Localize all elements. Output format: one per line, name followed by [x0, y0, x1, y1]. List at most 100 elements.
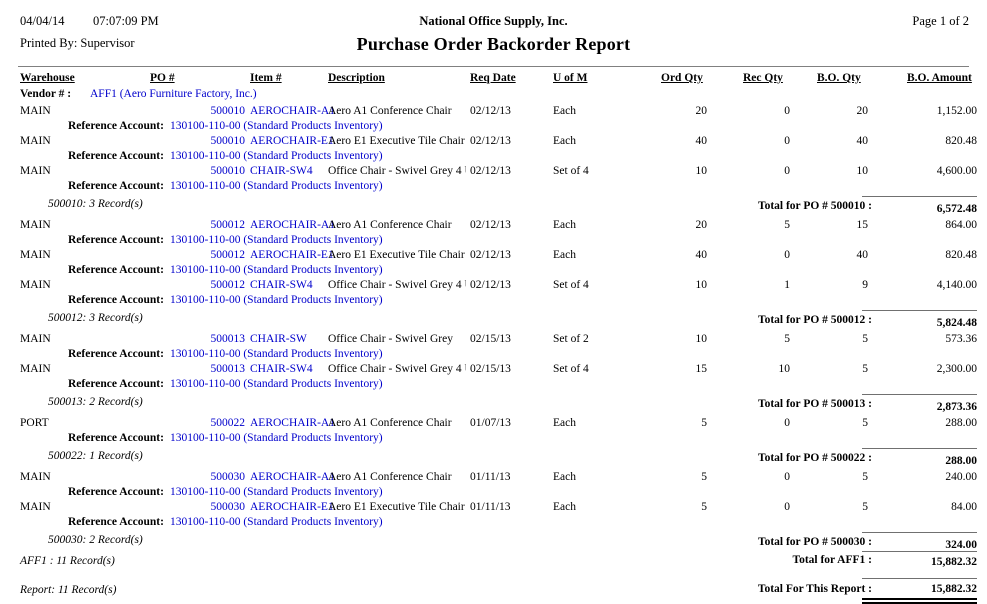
row-uofm: Each	[553, 417, 576, 429]
reference-account-label: Reference Account:	[68, 150, 164, 162]
group-total-label: Total for PO # 500010 :	[757, 200, 872, 212]
row-item-number[interactable]: CHAIR-SW4	[250, 165, 313, 177]
reference-account-value[interactable]: 130100-110-00 (Standard Products Invento…	[170, 294, 383, 306]
report-records-line: Report: 11 Record(s)	[20, 584, 117, 596]
row-req-date: 02/12/13	[470, 219, 511, 231]
reference-account-label: Reference Account:	[68, 378, 164, 390]
row-bo-amount: 864.00	[945, 219, 977, 231]
row-description: Office Chair - Swivel Grey	[328, 333, 453, 345]
column-header-ord-qty: Ord Qty	[661, 72, 703, 84]
row-bo-amount: 84.00	[951, 501, 977, 513]
row-po-number[interactable]: 500030	[210, 501, 246, 513]
row-description: Aero A1 Conference Chair	[328, 105, 452, 117]
row-bo-qty: 5	[862, 417, 868, 429]
row-ord-qty: 40	[695, 249, 708, 261]
reference-account-value[interactable]: 130100-110-00 (Standard Products Invento…	[170, 234, 383, 246]
group-total-value: 5,824.48	[936, 317, 977, 329]
group-total-label: Total for PO # 500030 :	[757, 536, 872, 548]
reference-account-value[interactable]: 130100-110-00 (Standard Products Invento…	[170, 180, 383, 192]
row-bo-qty: 5	[862, 333, 868, 345]
column-header-bo-amount: B.O. Amount	[907, 72, 972, 84]
row-uofm: Each	[553, 249, 576, 261]
row-po-number[interactable]: 500010	[210, 105, 246, 117]
row-rec-qty: 1	[784, 279, 790, 291]
row-item-number[interactable]: AEROCHAIR-A1	[250, 471, 335, 483]
row-po-number[interactable]: 500012	[210, 279, 246, 291]
row-uofm: Set of 4	[553, 279, 589, 291]
row-rec-qty: 0	[784, 249, 790, 261]
row-ord-qty: 5	[701, 471, 707, 483]
reference-account-value[interactable]: 130100-110-00 (Standard Products Invento…	[170, 378, 383, 390]
row-uofm: Each	[553, 135, 576, 147]
row-item-number[interactable]: AEROCHAIR-A1	[250, 417, 335, 429]
reference-account-label: Reference Account:	[68, 234, 164, 246]
row-po-number[interactable]: 500013	[210, 363, 246, 375]
row-warehouse: MAIN	[20, 105, 51, 117]
reference-account-value[interactable]: 130100-110-00 (Standard Products Invento…	[170, 120, 383, 132]
group-records-line: 500013: 2 Record(s)	[48, 396, 143, 408]
row-ord-qty: 20	[695, 219, 708, 231]
group-total-rule	[862, 448, 977, 449]
column-header-uofm: U of M	[553, 72, 588, 84]
column-header-item: Item #	[250, 72, 282, 84]
row-po-number[interactable]: 500030	[210, 471, 246, 483]
row-po-number[interactable]: 500022	[210, 417, 246, 429]
row-rec-qty: 0	[784, 105, 790, 117]
row-bo-qty: 5	[862, 363, 868, 375]
row-description: Office Chair - Swivel Grey 4 Unit	[328, 165, 466, 177]
row-item-number[interactable]: AEROCHAIR-E1	[250, 501, 334, 513]
row-rec-qty: 10	[778, 363, 791, 375]
row-req-date: 01/11/13	[470, 471, 511, 483]
report-total-rule	[862, 578, 977, 579]
row-req-date: 02/12/13	[470, 249, 511, 261]
row-item-number[interactable]: AEROCHAIR-E1	[250, 135, 334, 147]
row-bo-amount: 4,140.00	[936, 279, 977, 291]
row-description: Aero E1 Executive Tile Chair	[328, 249, 465, 261]
row-req-date: 02/12/13	[470, 279, 511, 291]
reference-account-value[interactable]: 130100-110-00 (Standard Products Invento…	[170, 348, 383, 360]
reference-account-value[interactable]: 130100-110-00 (Standard Products Invento…	[170, 486, 383, 498]
row-warehouse: PORT	[20, 417, 49, 429]
row-item-number[interactable]: AEROCHAIR-E1	[250, 249, 334, 261]
row-item-number[interactable]: CHAIR-SW	[250, 333, 307, 345]
row-po-number[interactable]: 500012	[210, 219, 246, 231]
row-po-number[interactable]: 500012	[210, 249, 246, 261]
row-bo-amount: 1,152.00	[936, 105, 977, 117]
row-uofm: Each	[553, 105, 576, 117]
vendor-value[interactable]: AFF1 (Aero Furniture Factory, Inc.)	[90, 88, 257, 100]
reference-account-value[interactable]: 130100-110-00 (Standard Products Invento…	[170, 516, 383, 528]
group-total-rule	[862, 196, 977, 197]
reference-account-value[interactable]: 130100-110-00 (Standard Products Invento…	[170, 264, 383, 276]
vendor-total-value: 15,882.32	[931, 556, 977, 568]
row-item-number[interactable]: AEROCHAIR-A1	[250, 219, 335, 231]
row-description: Aero A1 Conference Chair	[328, 471, 452, 483]
report-total-value: 15,882.32	[931, 583, 977, 595]
column-header-po: PO #	[150, 72, 175, 84]
row-warehouse: MAIN	[20, 501, 51, 513]
row-rec-qty: 5	[784, 333, 790, 345]
row-item-number[interactable]: AEROCHAIR-A1	[250, 105, 335, 117]
printed-by: Printed By: Supervisor	[20, 36, 135, 50]
row-req-date: 02/15/13	[470, 333, 511, 345]
row-uofm: Each	[553, 501, 576, 513]
row-description: Aero E1 Executive Tile Chair	[328, 501, 465, 513]
group-total-label: Total for PO # 500012 :	[757, 314, 872, 326]
row-uofm: Set of 4	[553, 165, 589, 177]
row-bo-qty: 40	[856, 249, 869, 261]
column-header-req-date: Req Date	[470, 72, 516, 84]
row-rec-qty: 5	[784, 219, 790, 231]
row-uofm: Set of 4	[553, 363, 589, 375]
row-item-number[interactable]: CHAIR-SW4	[250, 279, 313, 291]
vendor-total-label: Total for AFF1 :	[792, 554, 872, 566]
row-po-number[interactable]: 500010	[210, 135, 246, 147]
reference-account-label: Reference Account:	[68, 294, 164, 306]
reference-account-label: Reference Account:	[68, 348, 164, 360]
row-po-number[interactable]: 500013	[210, 333, 246, 345]
reference-account-value[interactable]: 130100-110-00 (Standard Products Invento…	[170, 150, 383, 162]
row-warehouse: MAIN	[20, 249, 51, 261]
group-records-line: 500030: 2 Record(s)	[48, 534, 143, 546]
reference-account-value[interactable]: 130100-110-00 (Standard Products Invento…	[170, 432, 383, 444]
row-po-number[interactable]: 500010	[210, 165, 246, 177]
group-records-line: 500012: 3 Record(s)	[48, 312, 143, 324]
row-item-number[interactable]: CHAIR-SW4	[250, 363, 313, 375]
